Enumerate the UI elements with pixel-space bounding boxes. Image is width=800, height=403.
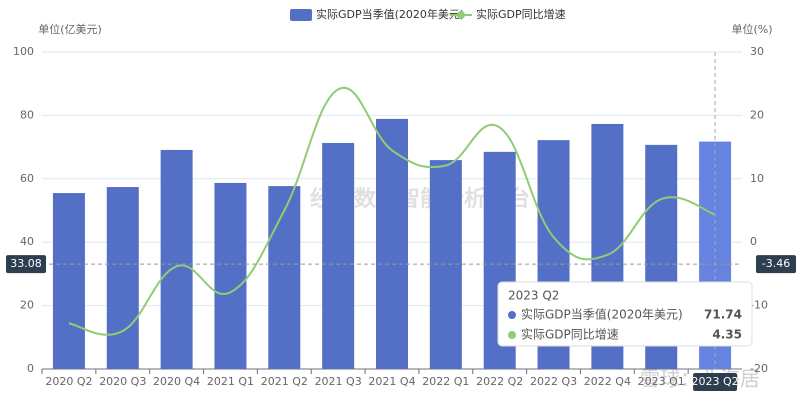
x-tick-label: 2021 Q1 <box>207 375 254 388</box>
x-tick-label: 2022 Q2 <box>476 375 523 388</box>
tooltip-value: 71.74 <box>704 308 742 322</box>
y2-tick-label: -10 <box>750 299 768 312</box>
y2-tick-label: -20 <box>750 362 768 375</box>
x-tick-label: 2020 Q4 <box>153 375 200 388</box>
tooltip-dot <box>508 311 516 319</box>
tooltip-dot <box>508 331 516 339</box>
x-tick-label: 2020 Q3 <box>99 375 146 388</box>
x-tick-label: 2022 Q1 <box>422 375 469 388</box>
y-tick-label: 0 <box>27 362 34 375</box>
y-tick-label: 20 <box>20 299 34 312</box>
bar <box>160 149 193 369</box>
pointer-label: 33.08 <box>10 257 42 270</box>
y2-tick-label: 10 <box>750 172 764 185</box>
x-tick-label: 2021 Q4 <box>368 375 415 388</box>
x-tick-label: 2020 Q2 <box>45 375 92 388</box>
tooltip-name: 实际GDP同比增速 <box>521 327 619 342</box>
x-tick-label: 2021 Q2 <box>261 375 308 388</box>
pointer-label: -3.46 <box>762 257 790 270</box>
legend-swatch <box>290 9 312 21</box>
pointer-label: 2023 Q2 <box>691 375 738 388</box>
tooltip: 2023 Q2 实际GDP当季值(2020年美元) 71.74 实际GDP同比增速 4.… <box>497 281 753 347</box>
tooltip-title: 2023 Q2 <box>508 289 559 303</box>
y-axis-title: 单位(亿美元) <box>38 22 102 36</box>
x-tick-label: 2022 Q4 <box>584 375 631 388</box>
x-tick-label: 2023 Q1 <box>638 375 685 388</box>
x-tick-label: 2021 Q3 <box>315 375 362 388</box>
bar <box>268 186 301 369</box>
y-tick-label: 100 <box>13 45 34 58</box>
bar <box>214 182 247 369</box>
pointer-label-box <box>693 373 738 391</box>
pointer-label-box <box>6 255 46 274</box>
y2-tick-label: 30 <box>750 45 764 58</box>
tooltip-value: 4.35 <box>712 328 742 342</box>
bar <box>322 142 355 369</box>
tooltip-name: 实际GDP当季值(2020年美元) <box>521 307 683 322</box>
y-tick-label: 80 <box>20 108 34 121</box>
y-tick-label: 40 <box>20 235 34 248</box>
line <box>68 86 716 336</box>
bar <box>52 193 85 369</box>
legend-swatch <box>457 11 465 19</box>
y2-tick-label: 20 <box>750 108 764 121</box>
x-tick-label: 2022 Q3 <box>530 375 577 388</box>
bar <box>376 118 408 370</box>
bar <box>106 187 139 369</box>
tooltip-box <box>497 281 753 347</box>
legend-label: 实际GDP当季值(2020年美元) <box>316 7 464 21</box>
y2-tick-label: 0 <box>750 235 757 248</box>
y-tick-label: 60 <box>20 172 34 185</box>
legend-label: 实际GDP同比增速 <box>476 7 566 21</box>
pointer-label-box <box>756 255 796 274</box>
y2-axis-title: 单位(%) <box>731 22 772 36</box>
